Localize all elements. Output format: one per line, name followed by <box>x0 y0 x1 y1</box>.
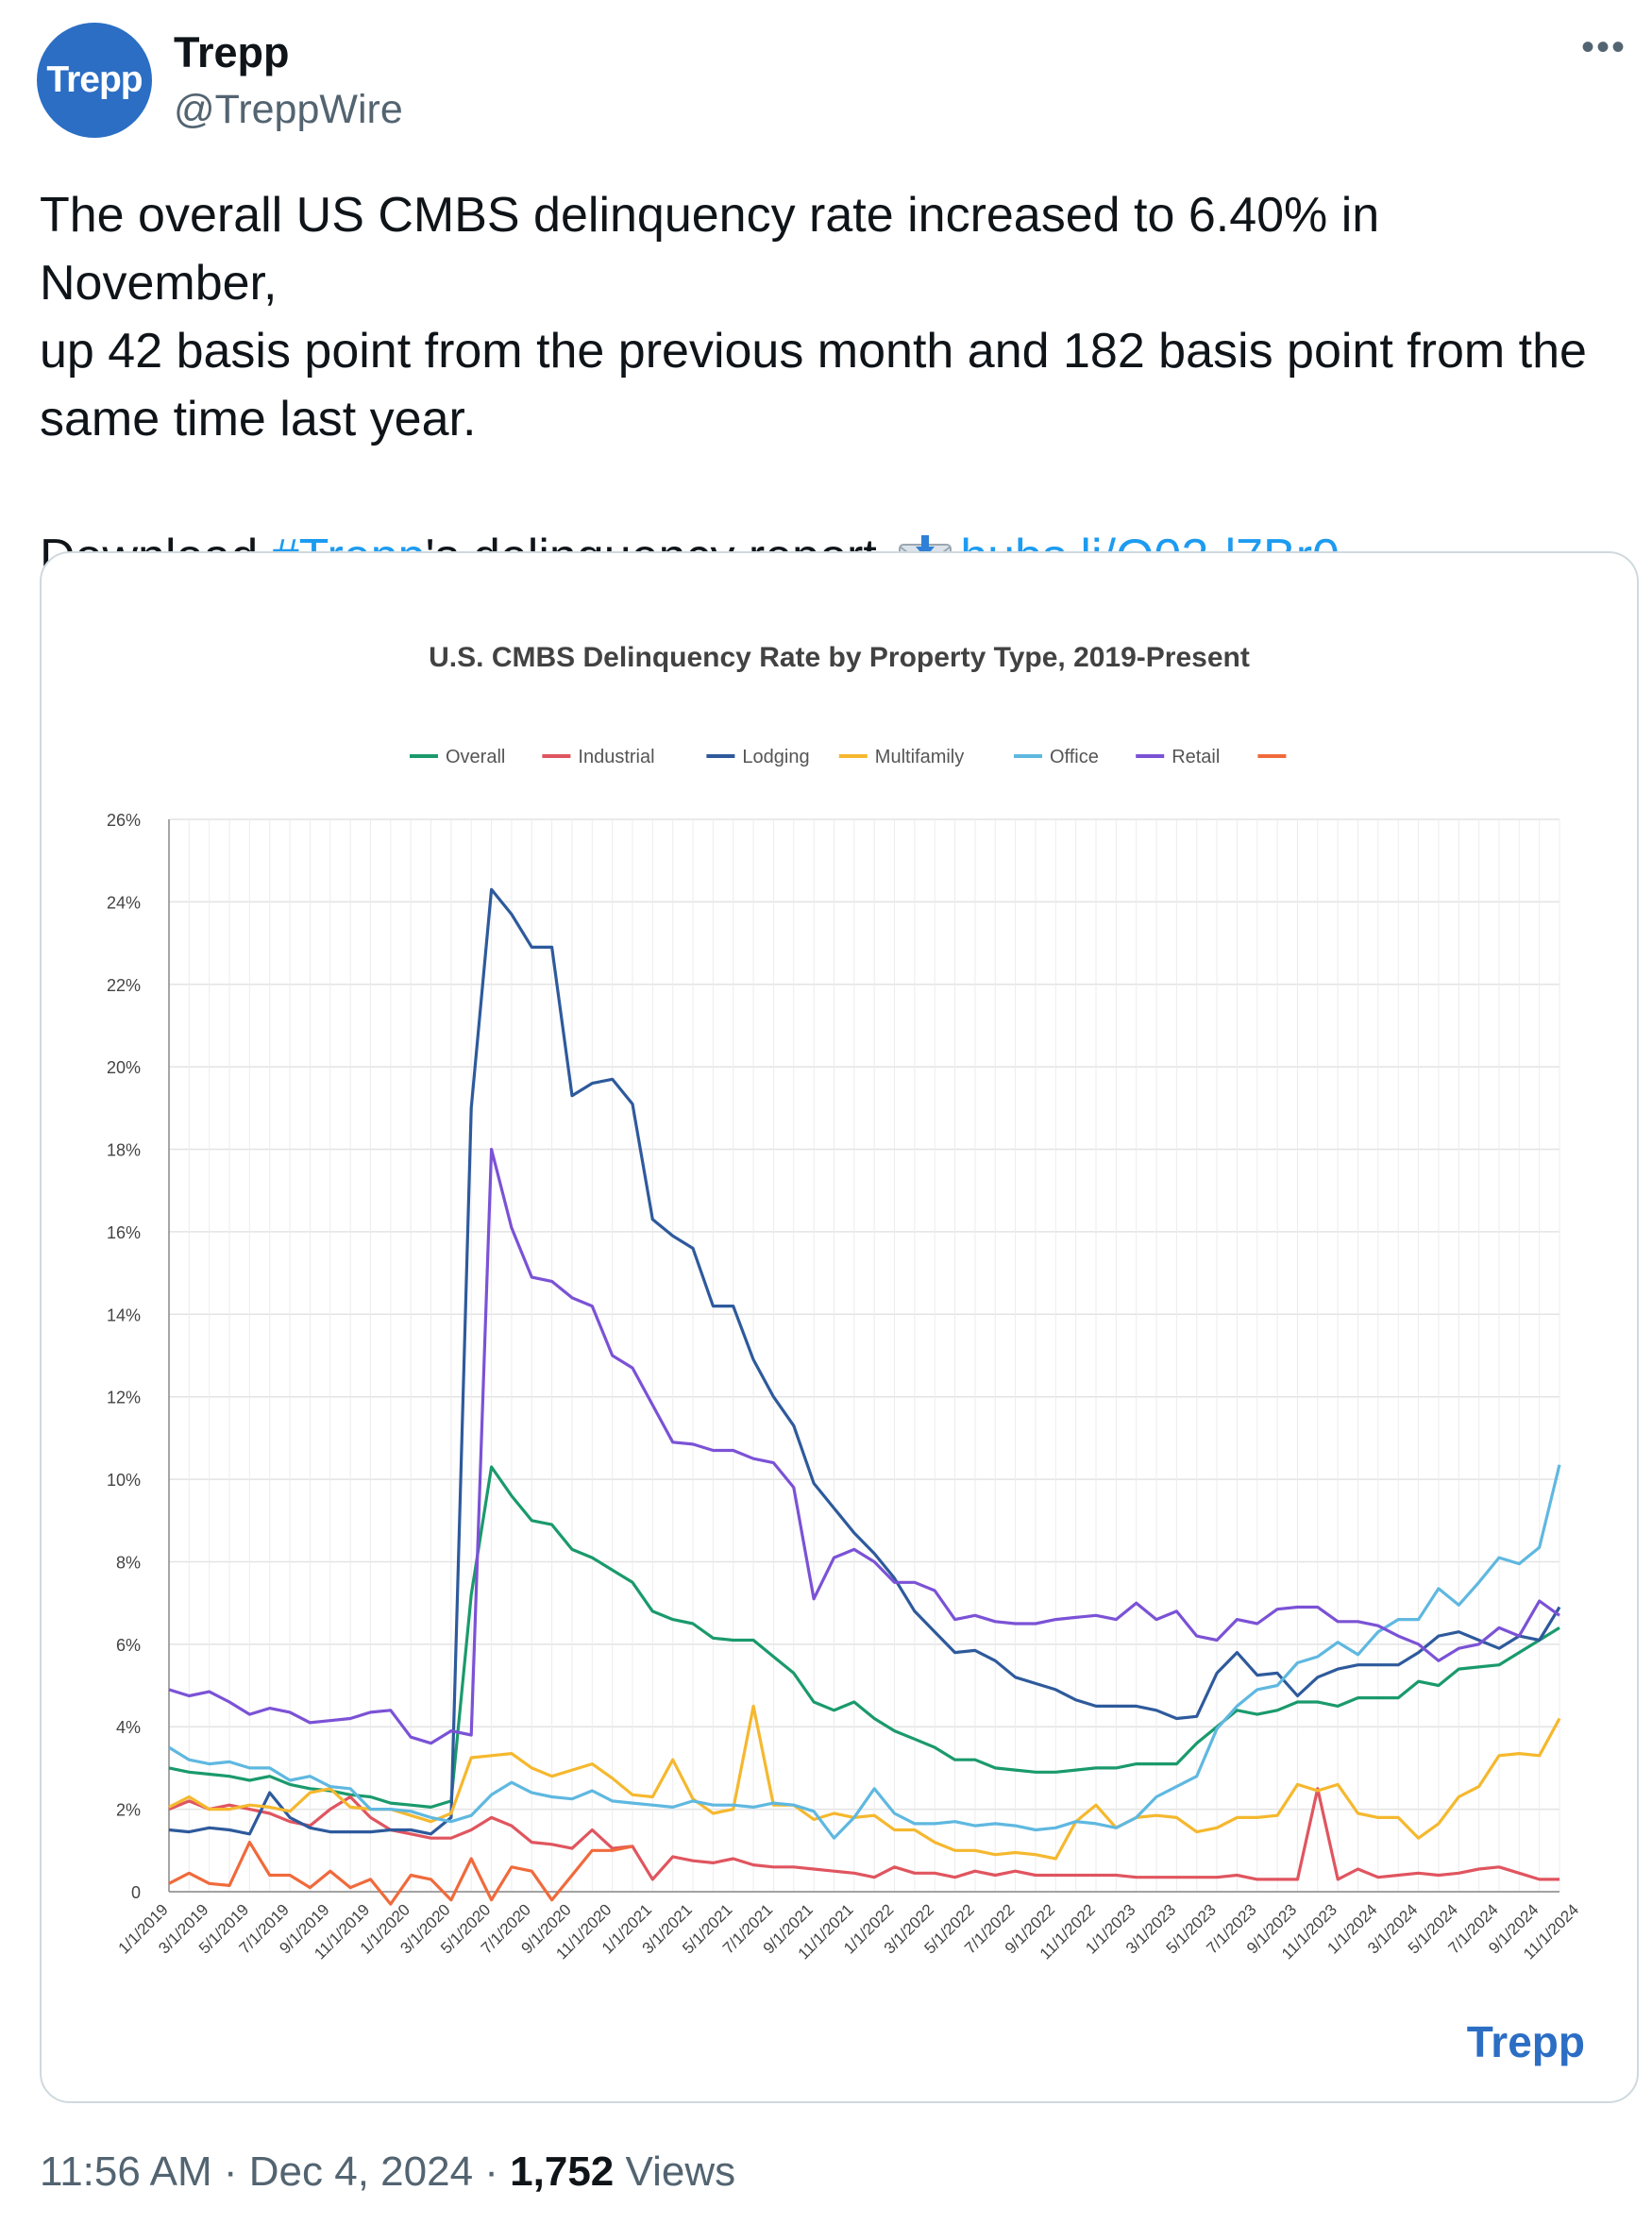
tweet-text-line: The overall US CMBS delinquency rate inc… <box>40 188 1380 311</box>
series-line-office <box>168 1464 1561 1840</box>
more-horizontal-icon[interactable]: ••• <box>1581 26 1627 68</box>
author-handle[interactable]: @TreppWire <box>174 87 403 132</box>
y-tick-label: 16% <box>107 1223 141 1242</box>
tweet-date[interactable]: Dec 4, 2024 <box>248 2148 474 2195</box>
tweet-text: The overall US CMBS delinquency rate inc… <box>40 181 1626 591</box>
views-label: Views <box>625 2148 736 2195</box>
legend-label: Industrial <box>578 747 654 767</box>
chart-title: U.S. CMBS Delinquency Rate by Property T… <box>429 642 1250 673</box>
series-line-lodging <box>168 887 1561 1836</box>
meta-separator: · <box>484 2148 498 2195</box>
meta-separator: · <box>223 2148 238 2195</box>
y-tick-label: 2% <box>116 1801 141 1820</box>
y-tick-label: 18% <box>107 1141 141 1160</box>
y-tick-label: 0 <box>131 1883 141 1902</box>
series-line-industrial <box>168 1787 1559 1881</box>
y-tick-label: 10% <box>107 1471 141 1490</box>
delinquency-chart: U.S. CMBS Delinquency Rate by Property T… <box>107 642 1585 2066</box>
y-tick-label: 14% <box>107 1306 141 1324</box>
series-line-retail <box>168 1147 1560 1745</box>
trepp-watermark: Trepp <box>1467 2017 1585 2066</box>
author-avatar[interactable]: Trepp <box>37 23 152 138</box>
series-line-multifamily <box>168 1704 1561 1861</box>
y-tick-label: 22% <box>107 976 141 995</box>
tweet-meta: 11:56 AM · Dec 4, 2024 · 1,752 Views <box>40 2148 735 2196</box>
views-count: 1,752 <box>510 2148 615 2195</box>
legend-label: Overall <box>446 747 505 767</box>
series-line-overall <box>168 1465 1560 1809</box>
tweet-text-line: same time last year. <box>40 392 477 446</box>
tweet-text-line: up 42 basis point from the previous mont… <box>40 324 1587 379</box>
y-tick-label: 12% <box>107 1389 141 1407</box>
y-tick-label: 4% <box>116 1718 141 1737</box>
legend-label: Retail <box>1172 747 1220 767</box>
y-tick-label: 24% <box>107 893 141 912</box>
tweet-time[interactable]: 11:56 AM <box>40 2148 212 2195</box>
legend-label: Multifamily <box>875 747 964 767</box>
y-tick-label: 6% <box>116 1636 141 1655</box>
y-tick-label: 8% <box>116 1553 141 1572</box>
legend-label: Lodging <box>742 747 809 767</box>
y-tick-label: 26% <box>107 811 141 830</box>
avatar-logo-text: Trepp <box>46 59 143 100</box>
author-name[interactable]: Trepp <box>174 28 290 76</box>
chart-card[interactable]: U.S. CMBS Delinquency Rate by Property T… <box>40 551 1639 2103</box>
series-line-unlabeled <box>168 1841 633 1906</box>
y-tick-label: 20% <box>107 1058 141 1077</box>
legend-label: Office <box>1050 747 1099 767</box>
